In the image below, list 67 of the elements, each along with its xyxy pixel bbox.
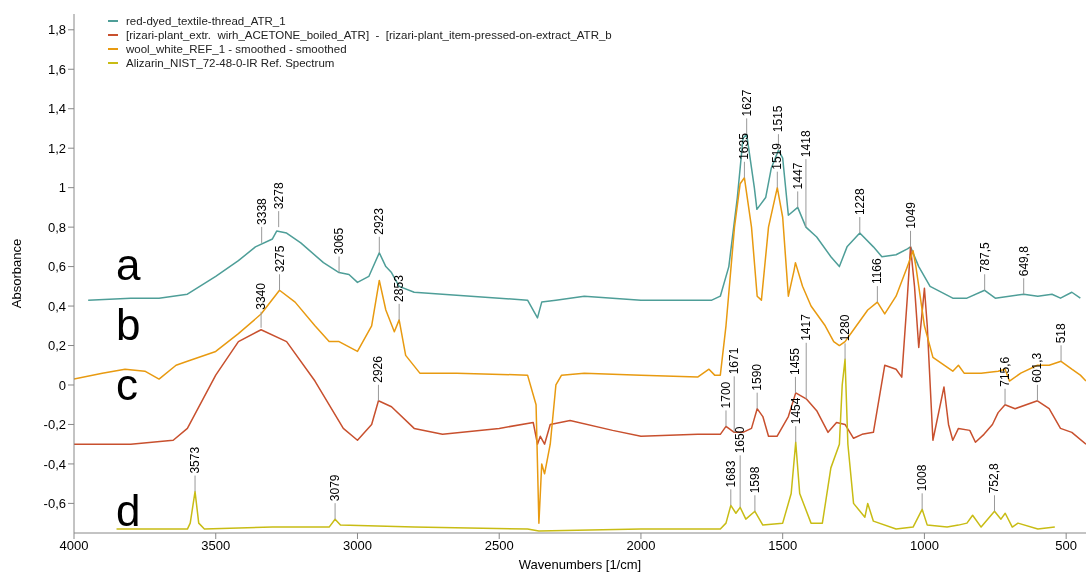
y-tick-label: 0,8 [47, 219, 66, 235]
annotation: 1228 [852, 188, 867, 216]
y-tick-label: 1,6 [47, 61, 66, 77]
annotation: 1515 [771, 105, 786, 133]
annotation: 601,3 [1030, 352, 1045, 383]
y-tick-label: 0 [58, 377, 66, 393]
x-tick-label: 1000 [909, 538, 939, 554]
annotation: 3340 [254, 282, 269, 310]
annotation: 2926 [371, 355, 386, 383]
legend-label: Alizarin_NIST_72-48-0-IR Ref. Spectrum [126, 56, 335, 70]
legend-label: red-dyed_textile-thread_ATR_1 [126, 14, 286, 28]
annotation: 1519 [770, 142, 785, 170]
x-tick-label: 3500 [201, 538, 231, 554]
annotation: 1166 [870, 257, 885, 285]
annotation: 1454 [788, 397, 803, 425]
annotation: 1700 [718, 381, 733, 409]
x-tick-label: 2000 [626, 538, 656, 554]
annotation: 3065 [332, 227, 347, 255]
annotation: a [116, 240, 141, 290]
annotation: 787,5 [977, 241, 992, 273]
y-tick-label: 1,4 [47, 101, 66, 117]
annotation: 2923 [372, 207, 387, 235]
x-tick-label: 3000 [343, 538, 372, 554]
annotation: c [116, 360, 138, 410]
annotation: 1455 [788, 347, 803, 375]
annotation: 1650 [733, 426, 748, 454]
y-axis-title: Absorbance [8, 238, 24, 309]
x-tick-label: 1500 [768, 538, 798, 554]
annotation: 1280 [838, 314, 853, 342]
annotation: 1683 [723, 460, 738, 488]
annotation: 1418 [798, 130, 813, 158]
annotation: 1417 [799, 313, 814, 341]
annotation: 649,8 [1016, 245, 1031, 277]
x-tick-label: 500 [1055, 538, 1078, 554]
y-tick-label: 0,4 [47, 298, 66, 314]
x-tick-label: 2500 [484, 538, 514, 554]
annotation: 3278 [271, 182, 286, 210]
annotation: 2853 [392, 274, 407, 302]
y-tick-label: 1,2 [47, 140, 66, 156]
annotation: 1590 [750, 363, 765, 391]
y-tick-label: 1 [58, 180, 66, 196]
annotation: 3573 [188, 446, 203, 474]
annotation: 1635 [737, 132, 752, 160]
annotation: 1447 [790, 162, 805, 190]
annotation: 3275 [272, 245, 287, 273]
legend-label: [rizari-plant_extr. wirh_ACETONE_boiled_ATR] - [rizari-plant_item-pressed-on-extract_ATR_b [126, 28, 612, 42]
annotation: d [116, 486, 141, 536]
annotation: 1627 [739, 89, 754, 117]
annotation: 518 [1054, 322, 1069, 344]
annotation: 1598 [747, 466, 762, 494]
y-tick-label: 0,6 [47, 259, 66, 275]
x-tick-label: 4000 [59, 538, 89, 554]
legend-label: wool_white_REF_1 - smoothed - smoothed [126, 42, 347, 56]
annotation: 1049 [903, 201, 918, 229]
y-tick-label: 0,2 [47, 338, 66, 354]
annotation: 1008 [915, 464, 930, 492]
x-axis-title: Wavenumbers [1/cm] [518, 557, 642, 572]
y-tick-label: 1,8 [47, 22, 66, 38]
annotation: 3338 [254, 197, 269, 225]
annotation: 1671 [727, 347, 742, 375]
annotation: 752,8 [987, 462, 1002, 494]
annotation: 715,6 [998, 356, 1013, 387]
annotation: 3079 [328, 474, 343, 502]
annotation: b [116, 300, 141, 350]
y-tick-label: -0,6 [43, 496, 66, 512]
y-tick-label: -0,4 [43, 456, 66, 472]
y-tick-label: -0,2 [43, 417, 66, 433]
